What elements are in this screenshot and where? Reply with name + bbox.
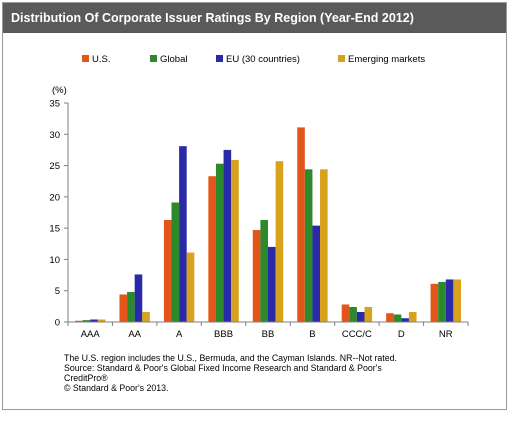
bar-aa-global bbox=[127, 291, 135, 322]
legend-label-global: Global bbox=[160, 54, 187, 65]
note-line-source: Source: Standard & Poor's Global Fixed I… bbox=[64, 363, 382, 373]
y-tick-label-10: 10 bbox=[49, 255, 60, 266]
y-tick-label-0: 0 bbox=[55, 318, 60, 329]
bar-b-u-s bbox=[297, 127, 305, 323]
x-tick-label-bb: BB bbox=[262, 329, 275, 340]
x-tick-label-ccc-c: CCC/C bbox=[342, 329, 372, 340]
bar-b-global bbox=[304, 169, 313, 322]
bar-bb-emerging-markets bbox=[275, 161, 284, 322]
bar-ccc-c-emerging-markets bbox=[364, 306, 373, 322]
y-tick-label-15: 15 bbox=[49, 224, 60, 235]
y-tick-label-25: 25 bbox=[49, 161, 60, 172]
x-tick-label-aaa: AAA bbox=[81, 329, 101, 340]
note-line-copyright: © Standard & Poor's 2013. bbox=[64, 383, 169, 393]
bar-nr-global bbox=[438, 281, 446, 322]
bar-bbb-eu-30-countries bbox=[223, 149, 232, 322]
legend-swatch-eu-30-countries bbox=[216, 55, 223, 62]
legend-label-u-s: U.S. bbox=[92, 54, 110, 65]
bar-nr-emerging-markets bbox=[453, 279, 461, 322]
y-tick-label-20: 20 bbox=[49, 192, 60, 203]
bar-aaa-global bbox=[82, 320, 91, 322]
bar-a-global bbox=[171, 202, 180, 322]
legend-swatch-global bbox=[150, 55, 157, 62]
bar-ccc-c-global bbox=[349, 306, 357, 322]
legend-label-emerging-markets: Emerging markets bbox=[348, 54, 425, 65]
bar-a-u-s bbox=[163, 220, 172, 322]
bar-bb-global bbox=[260, 220, 268, 322]
y-axis-unit-label: (%) bbox=[52, 85, 67, 96]
y-tick-label-5: 5 bbox=[55, 286, 60, 297]
note-line-creditpro: CreditPro® bbox=[64, 373, 108, 383]
x-tick-label-b: B bbox=[309, 329, 315, 340]
bar-nr-u-s bbox=[430, 283, 439, 322]
bar-bbb-u-s bbox=[208, 176, 216, 322]
x-tick-label-aa: AA bbox=[128, 329, 141, 340]
note-line-region: The U.S. region includes the U.S., Bermu… bbox=[64, 353, 397, 363]
bar-d-global bbox=[393, 314, 402, 322]
y-tick-label-30: 30 bbox=[49, 130, 60, 141]
bar-b-emerging-markets bbox=[320, 169, 328, 322]
bar-d-eu-30-countries bbox=[401, 318, 409, 322]
bar-aaa-u-s bbox=[75, 320, 83, 322]
bar-bbb-global bbox=[215, 163, 224, 322]
x-tick-label-bbb: BBB bbox=[214, 329, 233, 340]
bar-bb-u-s bbox=[252, 230, 261, 322]
bar-aaa-eu-30-countries bbox=[90, 319, 98, 322]
bar-nr-eu-30-countries bbox=[445, 279, 454, 322]
bar-aa-u-s bbox=[119, 294, 128, 322]
legend-label-eu-30-countries: EU (30 countries) bbox=[226, 54, 300, 65]
y-tick-label-35: 35 bbox=[49, 99, 60, 110]
bar-aa-eu-30-countries bbox=[134, 274, 143, 322]
bar-ccc-c-eu-30-countries bbox=[356, 311, 365, 322]
bar-a-emerging-markets bbox=[186, 252, 195, 322]
bar-bbb-emerging-markets bbox=[231, 159, 239, 322]
bar-a-eu-30-countries bbox=[179, 146, 187, 322]
chart-title: Distribution Of Corporate Issuer Ratings… bbox=[3, 3, 506, 33]
bar-d-u-s bbox=[386, 313, 394, 322]
bar-aaa-emerging-markets bbox=[97, 319, 106, 322]
chart-notes: The U.S. region includes the U.S., Bermu… bbox=[64, 353, 494, 393]
bar-b-eu-30-countries bbox=[312, 225, 321, 322]
bar-d-emerging-markets bbox=[408, 311, 417, 322]
x-tick-label-nr: NR bbox=[439, 329, 453, 340]
chart-panel: Distribution Of Corporate Issuer Ratings… bbox=[2, 2, 507, 410]
legend-swatch-emerging-markets bbox=[338, 55, 345, 62]
x-tick-label-a: A bbox=[176, 329, 183, 340]
legend-swatch-u-s bbox=[82, 55, 89, 62]
bar-aa-emerging-markets bbox=[142, 311, 150, 322]
bar-ccc-c-u-s bbox=[341, 304, 350, 322]
bar-bb-eu-30-countries bbox=[268, 246, 276, 322]
x-tick-label-d: D bbox=[398, 329, 405, 340]
